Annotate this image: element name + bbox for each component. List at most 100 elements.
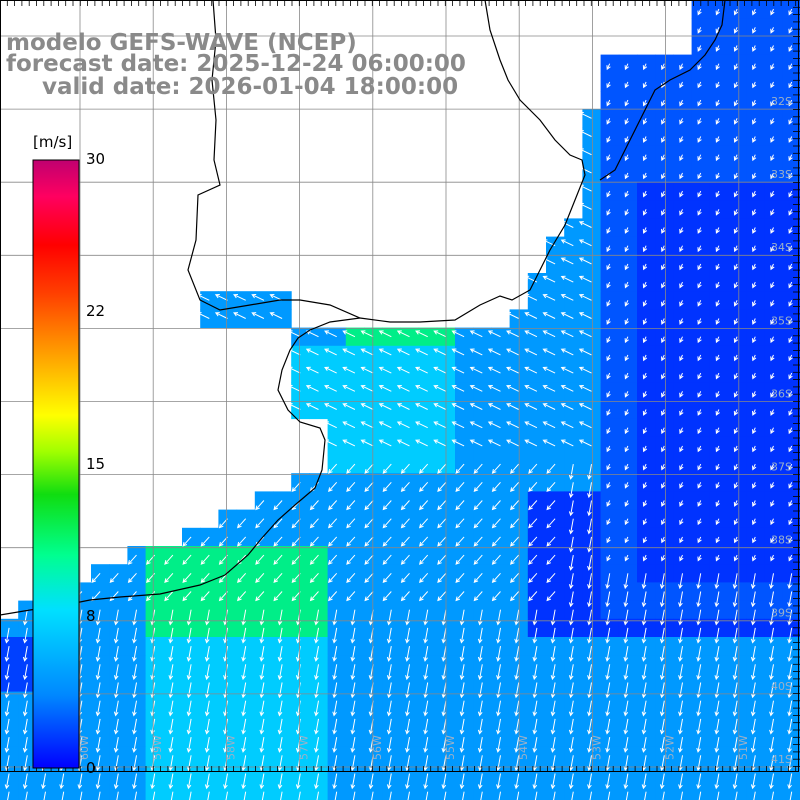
wind-arrow <box>491 500 501 511</box>
wind-arrow <box>168 718 174 735</box>
field-cell <box>546 364 565 383</box>
wind-arrow <box>661 536 666 544</box>
wind-arrow <box>715 482 720 489</box>
wind-arrow <box>386 609 392 626</box>
wind-arrow <box>4 646 10 662</box>
wind-arrow <box>496 718 501 735</box>
wind-arrow <box>423 627 429 644</box>
wind-arrow <box>659 664 665 681</box>
wind-arrow <box>752 99 757 107</box>
wind-arrow <box>491 572 501 584</box>
wind-arrow <box>642 118 648 125</box>
field-cell <box>618 782 638 800</box>
wind-arrow <box>132 737 137 753</box>
wind-arrow <box>624 354 629 362</box>
field-cell <box>364 782 383 800</box>
field-cell <box>473 327 492 347</box>
wind-arrow <box>733 300 739 307</box>
wind-arrow <box>568 464 574 480</box>
wind-arrow <box>678 682 683 699</box>
wind-arrow <box>787 664 793 681</box>
lat-label-38S: 38S <box>771 534 792 547</box>
wind-arrow <box>696 718 702 735</box>
wind-arrow <box>186 700 192 717</box>
field-cell <box>473 382 492 401</box>
field-cell <box>291 400 310 420</box>
wind-arrow <box>641 591 647 608</box>
field-cell <box>236 782 256 800</box>
wind-arrow <box>624 463 629 471</box>
field-cell <box>564 436 583 456</box>
wind-arrow <box>546 463 556 474</box>
wind-arrow <box>606 81 611 89</box>
wind-arrow <box>441 646 447 662</box>
wind-arrow <box>606 391 611 398</box>
wind-arrow <box>715 409 720 416</box>
wind-arrow <box>578 384 592 392</box>
wind-arrow <box>787 773 793 790</box>
field-cell <box>455 400 474 420</box>
field-cell <box>127 782 147 800</box>
wind-arrow <box>606 154 611 162</box>
wind-arrow <box>606 318 611 325</box>
field-cell <box>364 327 383 347</box>
field-cell <box>491 345 511 365</box>
wind-arrow <box>346 481 356 493</box>
wind-arrow <box>382 536 392 547</box>
wind-arrow <box>605 773 611 790</box>
field-cell <box>345 327 365 347</box>
wind-arrow <box>496 664 501 681</box>
wind-arrow <box>642 354 648 362</box>
field-cell <box>327 436 347 456</box>
wind-arrow <box>715 463 720 471</box>
wind-arrow <box>251 312 265 319</box>
wind-arrow <box>22 609 28 626</box>
field-cell <box>200 782 219 800</box>
wind-arrow <box>678 646 683 662</box>
wind-arrow <box>437 554 447 565</box>
wind-arrow <box>787 737 793 753</box>
wind-arrow <box>733 190 739 198</box>
wind-arrow <box>752 27 757 34</box>
wind-arrow <box>624 482 629 489</box>
wind-arrow <box>127 572 137 584</box>
wind-arrow <box>623 718 629 735</box>
wind-arrow <box>528 518 538 529</box>
wind-arrow <box>291 554 301 565</box>
field-cell <box>491 382 511 401</box>
wind-arrow <box>469 384 483 392</box>
field-cell <box>327 400 347 420</box>
wind-arrow <box>550 718 556 735</box>
wind-arrow <box>624 536 629 544</box>
wind-arrow <box>241 682 247 699</box>
colorbar-tick-22: 22 <box>86 302 106 320</box>
latitude-labels: 32S 33S 34S 35S 36S 37S 38S 39S 40S 41S <box>771 95 792 766</box>
wind-arrow <box>606 245 611 253</box>
wind-arrow <box>451 439 465 447</box>
wind-arrow <box>560 421 574 429</box>
wind-arrow <box>788 154 793 162</box>
wind-arrow <box>378 384 392 392</box>
wind-arrow <box>678 718 683 735</box>
wind-arrow <box>405 737 410 753</box>
wind-arrow <box>113 627 119 644</box>
wind-arrow <box>641 609 647 626</box>
wind-arrow <box>528 481 538 493</box>
field-cell <box>473 436 492 456</box>
wind-arrow <box>364 554 374 565</box>
wind-arrow <box>382 500 392 511</box>
wind-arrow <box>733 318 739 325</box>
wind-arrow <box>733 27 739 34</box>
wind-arrow <box>423 737 429 753</box>
wind-arrow <box>770 172 775 180</box>
wind-arrow <box>642 391 648 398</box>
wind-arrow <box>273 500 283 511</box>
wind-arrow <box>477 682 483 699</box>
wind-arrow <box>678 627 683 644</box>
colorbar-tick-0: 0 <box>86 759 96 777</box>
wind-arrow <box>419 591 429 602</box>
wind-arrow <box>788 172 793 180</box>
wind-arrow <box>696 773 702 790</box>
wind-arrow <box>752 190 757 198</box>
wind-arrow <box>624 554 629 562</box>
